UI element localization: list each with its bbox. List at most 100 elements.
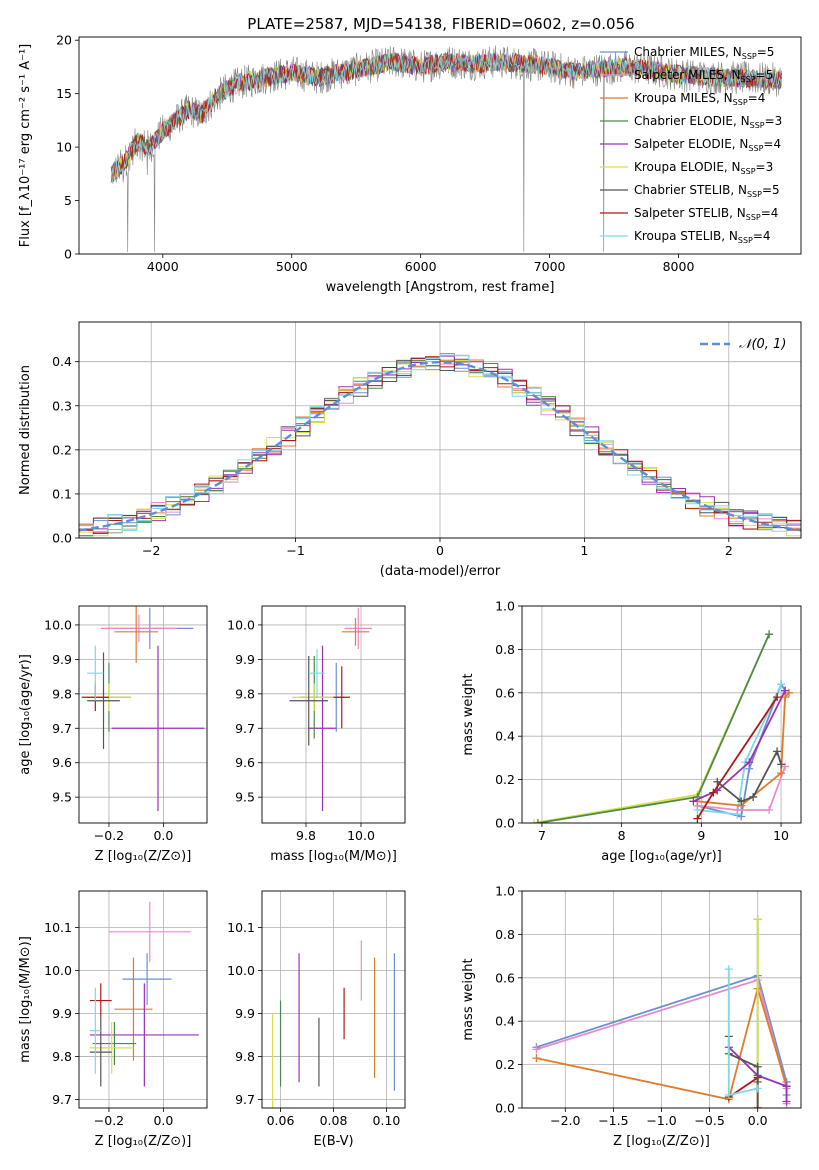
z-mass-ytick-label: 9.8 [52, 1049, 72, 1064]
mass-age-ytick-label: 9.5 [235, 790, 255, 805]
spectrum-frame [78, 36, 802, 255]
weight-marker [533, 819, 542, 823]
z-weight-ytick-label: 0.8 [495, 927, 515, 942]
spectrum-ylabel: Flux [f_λ10⁻¹⁷ erg cm⁻² s⁻¹ A⁻¹] [18, 44, 33, 248]
z-weight-xtick-label: −2.0 [550, 1113, 580, 1128]
spectrum-model-line [110, 52, 783, 183]
z-age-plot-area [81, 606, 205, 811]
ebv-mass-frame [261, 890, 406, 1109]
ebv-mass-xtick-label: 0.10 [373, 1113, 401, 1128]
errorbar-point [87, 645, 104, 701]
ebv-mass-xlabel: E(B-V) [313, 1134, 353, 1149]
spectrum-ytick-label: 20 [56, 33, 72, 48]
chart-age-weight: 7 8 9 10 0.0 0.2 0.4 0.6 0.8 1.0 age [log₁₀(age/yr… [461, 599, 802, 864]
weight-marker [689, 797, 698, 806]
weight-line [697, 683, 782, 816]
mass-age-frame [261, 605, 406, 824]
age-weight-ytick-label: 0.8 [495, 642, 515, 657]
errorbar-point [100, 614, 178, 643]
z-age-xtick-label: 0.0 [153, 828, 173, 843]
weight-marker [753, 1104, 762, 1108]
weight-marker [753, 1084, 762, 1093]
spectrum-xtick-label: 8000 [663, 259, 695, 274]
age-weight-xtick-label: 7 [538, 828, 546, 843]
weight-marker [532, 1045, 541, 1054]
z-age-ytick-label: 9.7 [52, 721, 72, 736]
z-mass-xlabel: Z [log₁₀(Z/Z⊙)] [95, 1134, 192, 1149]
residuals-xtick-label: 0 [436, 543, 444, 558]
residual-histogram [79, 358, 801, 531]
z-weight-ytick-label: 1.0 [495, 884, 515, 899]
errorbar-point [89, 1017, 112, 1087]
z-age-frame [78, 605, 208, 824]
z-weight-ytick-label: 0.6 [495, 970, 515, 985]
z-weight-ytick-label: 0.4 [495, 1014, 515, 1029]
spectrum-xlabel: wavelength [Angstrom, rest frame] [326, 280, 555, 295]
errorbar-point [108, 901, 191, 962]
weight-marker [777, 760, 786, 769]
age-weight-xlabel: age [log₁₀(age/yr)] [601, 849, 722, 864]
weight-marker [773, 693, 782, 702]
residuals-ytick-label: 0.3 [52, 398, 72, 413]
weight-marker [693, 814, 702, 823]
z-weight-xlabel: Z [log₁₀(Z/Z⊙)] [613, 1134, 710, 1149]
errorbar-point [289, 655, 328, 746]
residuals-ytick-label: 0.0 [52, 531, 72, 546]
errorbar-point [308, 645, 337, 811]
z-weight-ytick-label: 0.2 [495, 1057, 515, 1072]
errorbar-point [333, 666, 350, 729]
z-mass-ylabel: mass [log₁₀(M/M⊙)] [18, 936, 33, 1063]
z-age-xtick-label: −0.2 [94, 828, 124, 843]
residuals-ylabel: Normed distribution [18, 365, 33, 495]
weight-marker [745, 758, 754, 767]
ebv-mass-xtick-label: 0.08 [320, 1113, 348, 1128]
weight-marker [777, 769, 786, 778]
gaussian-legend-label: 𝒩(0, 1) [739, 337, 786, 352]
mass-age-ytick-label: 9.6 [235, 755, 255, 770]
z-age-ytick-label: 9.5 [52, 790, 72, 805]
residuals-xtick-label: 2 [725, 543, 733, 558]
z-mass-xtick-label: −0.2 [94, 1113, 124, 1128]
legend-label: Salpeter ELODIE, NSSP=4 [634, 137, 781, 153]
age-weight-ytick-label: 0.0 [495, 816, 515, 831]
spectrum-ytick-label: 10 [56, 140, 72, 155]
weight-marker [733, 805, 742, 814]
chart-z-weight: −2.0 −1.5 −1.0 −0.5 0.0 0.0 0.2 0.4 0.6 0.8 1.0 Z [… [461, 884, 802, 1149]
z-mass-frame [78, 890, 208, 1109]
gaussian-curve [79, 360, 801, 532]
age-weight-xtick-label: 9 [697, 828, 705, 843]
errorbar-point [341, 618, 370, 646]
age-weight-xtick-label: 8 [618, 828, 626, 843]
weight-marker [532, 1054, 541, 1063]
weight-marker [782, 1082, 791, 1091]
z-weight-xtick-label: −1.0 [646, 1113, 676, 1128]
age-weight-ylabel: mass weight [461, 673, 476, 755]
residuals-xtick-label: −1 [286, 543, 304, 558]
residual-histogram [79, 354, 801, 532]
legend-label: Kroupa STELIB, NSSP=4 [634, 229, 771, 245]
z-mass-ytick-label: 9.7 [52, 1092, 72, 1107]
z-mass-xtick-label: 0.0 [153, 1113, 173, 1128]
mass-age-ytick-label: 9.8 [235, 686, 255, 701]
z-weight-xtick-label: −1.5 [598, 1113, 628, 1128]
chart-z-age: −0.2 0.0 9.5 9.6 9.7 9.8 9.9 10.0 Z [log₁₀(Z/Z⊙)… [18, 605, 208, 864]
spectrum-ytick-label: 5 [64, 193, 72, 208]
age-weight-frame [521, 605, 802, 824]
chart-ebv-mass: 0.06 0.08 0.10 9.7 9.8 9.9 10.0 10.1 E(B-V) [227, 890, 406, 1149]
weight-line [697, 766, 786, 811]
weight-marker [753, 1062, 762, 1071]
chart-z-mass: −0.2 0.0 9.7 9.8 9.9 10.0 10.1 Z [log₁₀(Z/Z⊙)] m… [18, 890, 208, 1149]
z-mass-plot-area [89, 901, 199, 1087]
z-age-ytick-label: 9.9 [52, 652, 72, 667]
weight-line [693, 690, 786, 803]
weight-marker [709, 788, 718, 797]
spectrum-xtick-label: 7000 [534, 259, 566, 274]
z-age-ytick-label: 9.6 [52, 755, 72, 770]
spectrum-xtick-label: 5000 [276, 259, 308, 274]
residuals-frame [78, 321, 802, 539]
weight-marker [713, 777, 722, 786]
z-age-ytick-label: 10.0 [44, 617, 72, 632]
spectrum-ytick-label: 0 [64, 247, 72, 262]
legend-label: Kroupa MILES, NSSP=4 [634, 91, 765, 107]
